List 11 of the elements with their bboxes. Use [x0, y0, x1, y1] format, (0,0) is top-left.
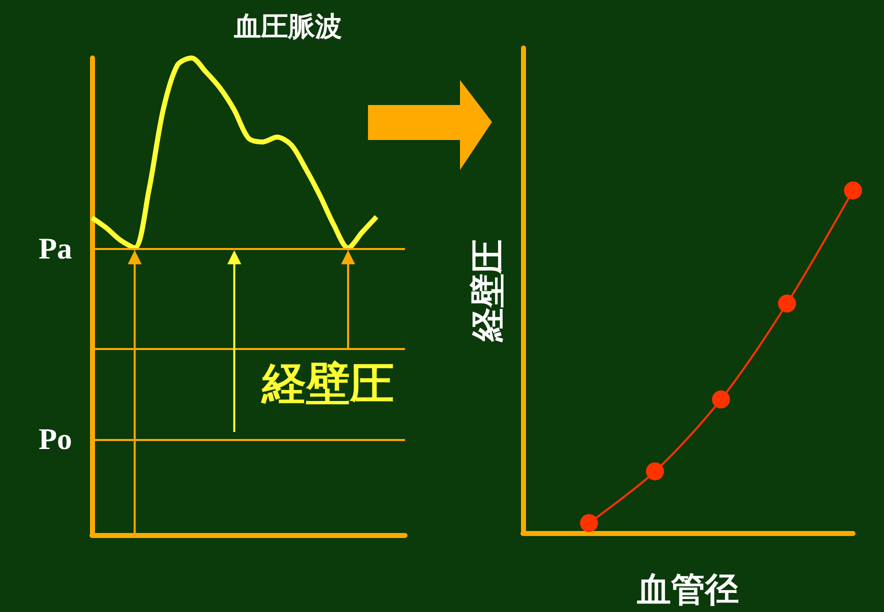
chart-title: 血圧脈波	[233, 12, 342, 42]
point	[844, 181, 862, 200]
point	[712, 390, 730, 408]
ref-line-label: Po	[38, 423, 72, 456]
ref-line-label: Pa	[38, 232, 72, 266]
point	[646, 462, 664, 480]
point	[778, 294, 796, 313]
point	[580, 514, 598, 532]
annotation: 経壁圧	[260, 358, 394, 410]
x-axis-title: 血管径	[636, 571, 739, 609]
y-axis-title: 経壁圧	[469, 240, 507, 342]
